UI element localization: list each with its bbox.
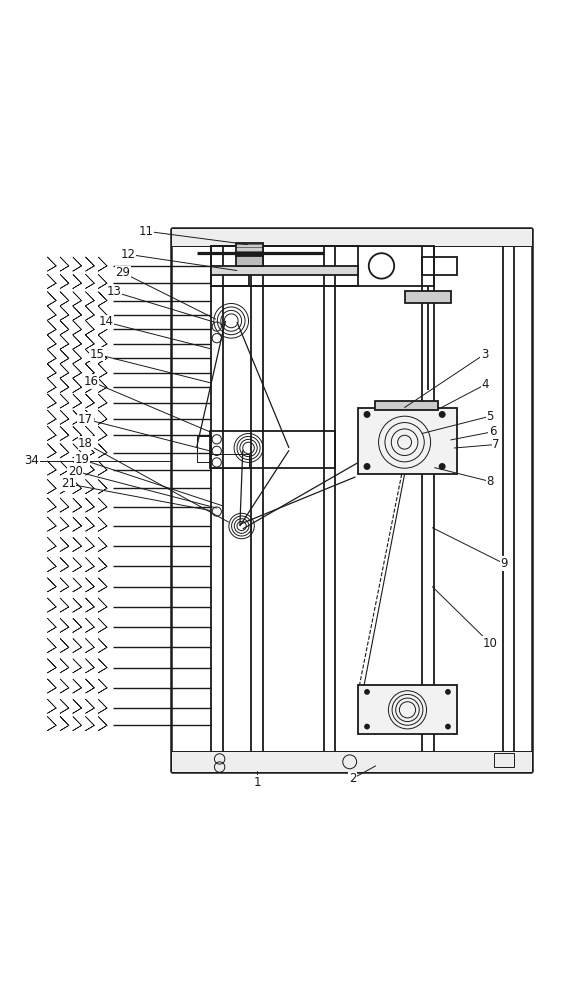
Circle shape — [439, 411, 446, 418]
Text: 21: 21 — [61, 477, 76, 490]
Text: 2: 2 — [349, 772, 356, 785]
Bar — [358, 685, 457, 734]
Circle shape — [364, 411, 370, 418]
Bar — [171, 228, 532, 246]
Bar — [236, 256, 263, 266]
Text: 14: 14 — [98, 315, 113, 328]
Text: 15: 15 — [90, 348, 105, 361]
Text: 1: 1 — [254, 776, 261, 789]
Bar — [197, 436, 211, 462]
Bar — [375, 401, 438, 410]
Text: 19: 19 — [75, 453, 90, 466]
Bar — [236, 243, 263, 256]
Bar — [211, 246, 358, 286]
Text: 12: 12 — [121, 248, 136, 261]
Bar — [210, 431, 335, 468]
Text: 7: 7 — [492, 438, 499, 451]
Text: 17: 17 — [78, 413, 93, 426]
Text: 16: 16 — [84, 375, 99, 388]
Text: 11: 11 — [139, 225, 154, 238]
Bar — [211, 266, 358, 275]
Text: 18: 18 — [78, 437, 93, 450]
Text: 5: 5 — [487, 410, 494, 423]
Circle shape — [445, 689, 451, 695]
Text: 3: 3 — [481, 348, 488, 361]
Text: 29: 29 — [116, 266, 131, 279]
Text: 9: 9 — [501, 557, 507, 570]
Circle shape — [364, 689, 370, 695]
Text: 13: 13 — [107, 285, 122, 298]
Circle shape — [445, 724, 451, 729]
Text: 10: 10 — [483, 637, 498, 650]
Bar — [494, 753, 514, 767]
Bar — [210, 454, 249, 468]
Bar — [422, 257, 457, 275]
Circle shape — [364, 463, 370, 470]
Bar — [405, 291, 451, 303]
Text: 8: 8 — [487, 475, 494, 488]
Text: 20: 20 — [68, 465, 83, 478]
Circle shape — [439, 463, 446, 470]
Bar — [211, 246, 434, 286]
Text: 4: 4 — [482, 378, 489, 391]
Bar — [171, 751, 532, 772]
Circle shape — [364, 724, 370, 729]
Text: 34: 34 — [24, 454, 39, 467]
Bar — [358, 408, 457, 474]
Text: 6: 6 — [489, 425, 496, 438]
